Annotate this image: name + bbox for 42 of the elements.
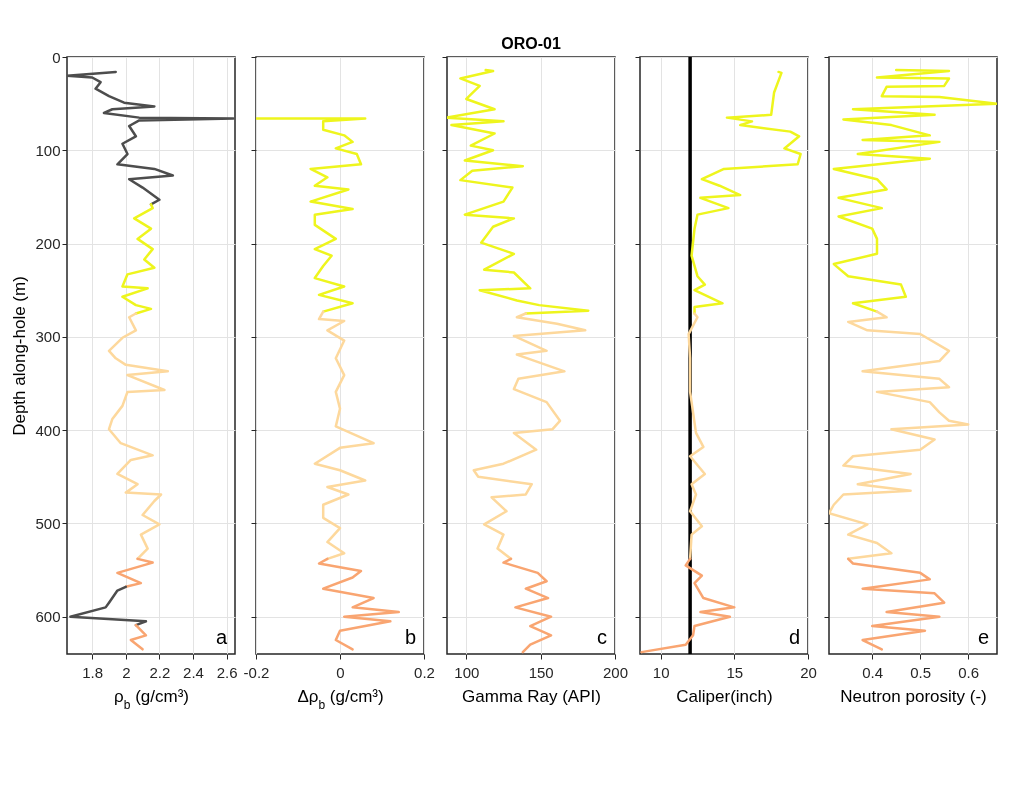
x-tick-label: 200 <box>602 663 629 681</box>
x-tick-label: 100 <box>454 663 480 681</box>
y-tick-label: 300 <box>35 328 61 346</box>
x-tick-label: 0.6 <box>958 663 980 681</box>
x-tick-label: 0 <box>336 663 345 681</box>
line-series <box>69 585 148 627</box>
x-axis-title: Δρ$_{b}$ (g/cm³) <box>297 686 384 712</box>
x-axis-title: Caliper(inch) <box>676 686 773 706</box>
annotation: d <box>788 626 800 648</box>
x-tick-label: 20 <box>800 663 817 681</box>
y-tick-label: 500 <box>35 514 61 532</box>
x-tick-label: 2 <box>122 663 131 681</box>
x-tick-label: 2.2 <box>149 663 171 681</box>
x-tick-label: 2.6 <box>216 663 238 681</box>
y-tick-label: 600 <box>35 608 61 626</box>
x-tick-label: 1.8 <box>82 663 104 681</box>
annotation: c <box>597 626 607 648</box>
y-axis-title: Depth along-hole (m) <box>10 276 30 436</box>
x-tick-label: 0.4 <box>862 663 884 681</box>
x-tick-label: 150 <box>528 663 554 681</box>
x-tick-label: 10 <box>652 663 670 681</box>
chart-title: ORO-01 <box>501 35 561 52</box>
x-tick-label: 15 <box>726 663 744 681</box>
y-tick-label: 200 <box>35 235 61 253</box>
annotation: b <box>404 626 416 648</box>
line-series <box>129 623 148 651</box>
y-tick-label: 0 <box>52 48 61 66</box>
y-tick-label: 400 <box>35 421 61 439</box>
x-tick-label: 0.2 <box>414 663 435 681</box>
x-tick-label: -0.2 <box>243 663 270 681</box>
line-series <box>107 312 170 561</box>
line-series <box>121 203 156 315</box>
x-tick-label: 2.4 <box>183 663 204 681</box>
line-series <box>116 557 154 589</box>
x-tick-label: 0.5 <box>910 663 932 681</box>
x-axis-title: ρ$_{b}$ (g/cm³) <box>114 686 189 712</box>
x-axis-title: Gamma Ray (API) <box>462 686 601 706</box>
annotation: a <box>215 626 228 648</box>
x-axis-title: Neutron porosity (-) <box>840 686 987 706</box>
annotation: e <box>977 626 989 648</box>
y-tick-label: 100 <box>35 141 61 159</box>
line-series <box>67 70 235 206</box>
